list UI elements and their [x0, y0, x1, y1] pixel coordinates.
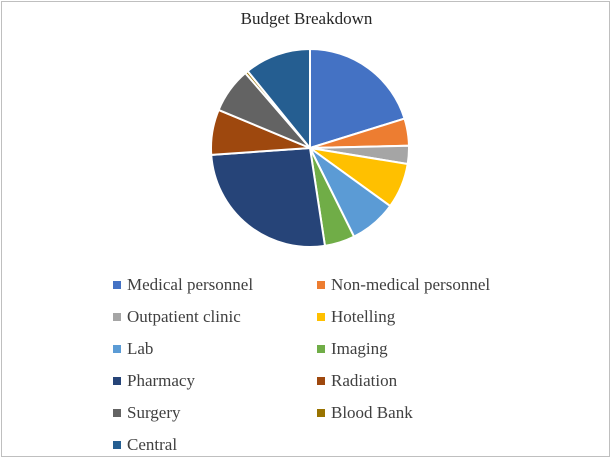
legend-swatch — [317, 376, 325, 385]
legend-label: Lab — [127, 338, 154, 358]
legend-label: Pharmacy — [127, 370, 195, 390]
legend-label: Imaging — [331, 338, 388, 358]
legend-swatch — [113, 344, 121, 353]
legend-swatch — [113, 280, 121, 289]
chart-legend: Medical personnel Non-medical personnel Ou… — [113, 273, 517, 456]
legend-label: Central — [127, 434, 178, 454]
legend-swatch — [317, 344, 325, 353]
legend-label: Medical personnel — [127, 274, 254, 294]
legend-item: Non-medical personnel — [317, 273, 517, 296]
legend-label: Non-medical personnel — [331, 274, 491, 294]
legend-item: Central — [113, 433, 317, 456]
legend-swatch — [317, 312, 325, 321]
legend-item: Blood Bank — [317, 401, 517, 424]
legend-swatch — [317, 408, 325, 417]
legend-item: Outpatient clinic — [113, 305, 317, 328]
legend-swatch — [113, 312, 121, 321]
legend-label: Blood Bank — [331, 402, 413, 422]
legend-label: Hotelling — [331, 306, 396, 326]
legend-item: Imaging — [317, 337, 517, 360]
pie-slice-central — [246, 47, 311, 151]
legend-item: Pharmacy — [113, 369, 317, 392]
legend-swatch — [113, 440, 121, 449]
chart-title: Budget Breakdown — [240, 9, 373, 28]
legend-swatch — [317, 280, 325, 289]
legend-swatch — [113, 408, 121, 417]
legend-swatch — [113, 376, 121, 385]
legend-item: Surgery — [113, 401, 317, 424]
legend-label: Outpatient clinic — [127, 306, 241, 326]
legend-item: Radiation — [317, 369, 517, 392]
pie-slice-pharmacy — [210, 146, 327, 248]
pie-slice-medical-personnel — [309, 47, 406, 150]
legend-item: Hotelling — [317, 305, 517, 328]
legend-item: Medical personnel — [113, 273, 317, 296]
legend-item: Lab — [113, 337, 317, 360]
legend-label: Radiation — [331, 370, 398, 390]
legend-label: Surgery — [127, 402, 181, 422]
